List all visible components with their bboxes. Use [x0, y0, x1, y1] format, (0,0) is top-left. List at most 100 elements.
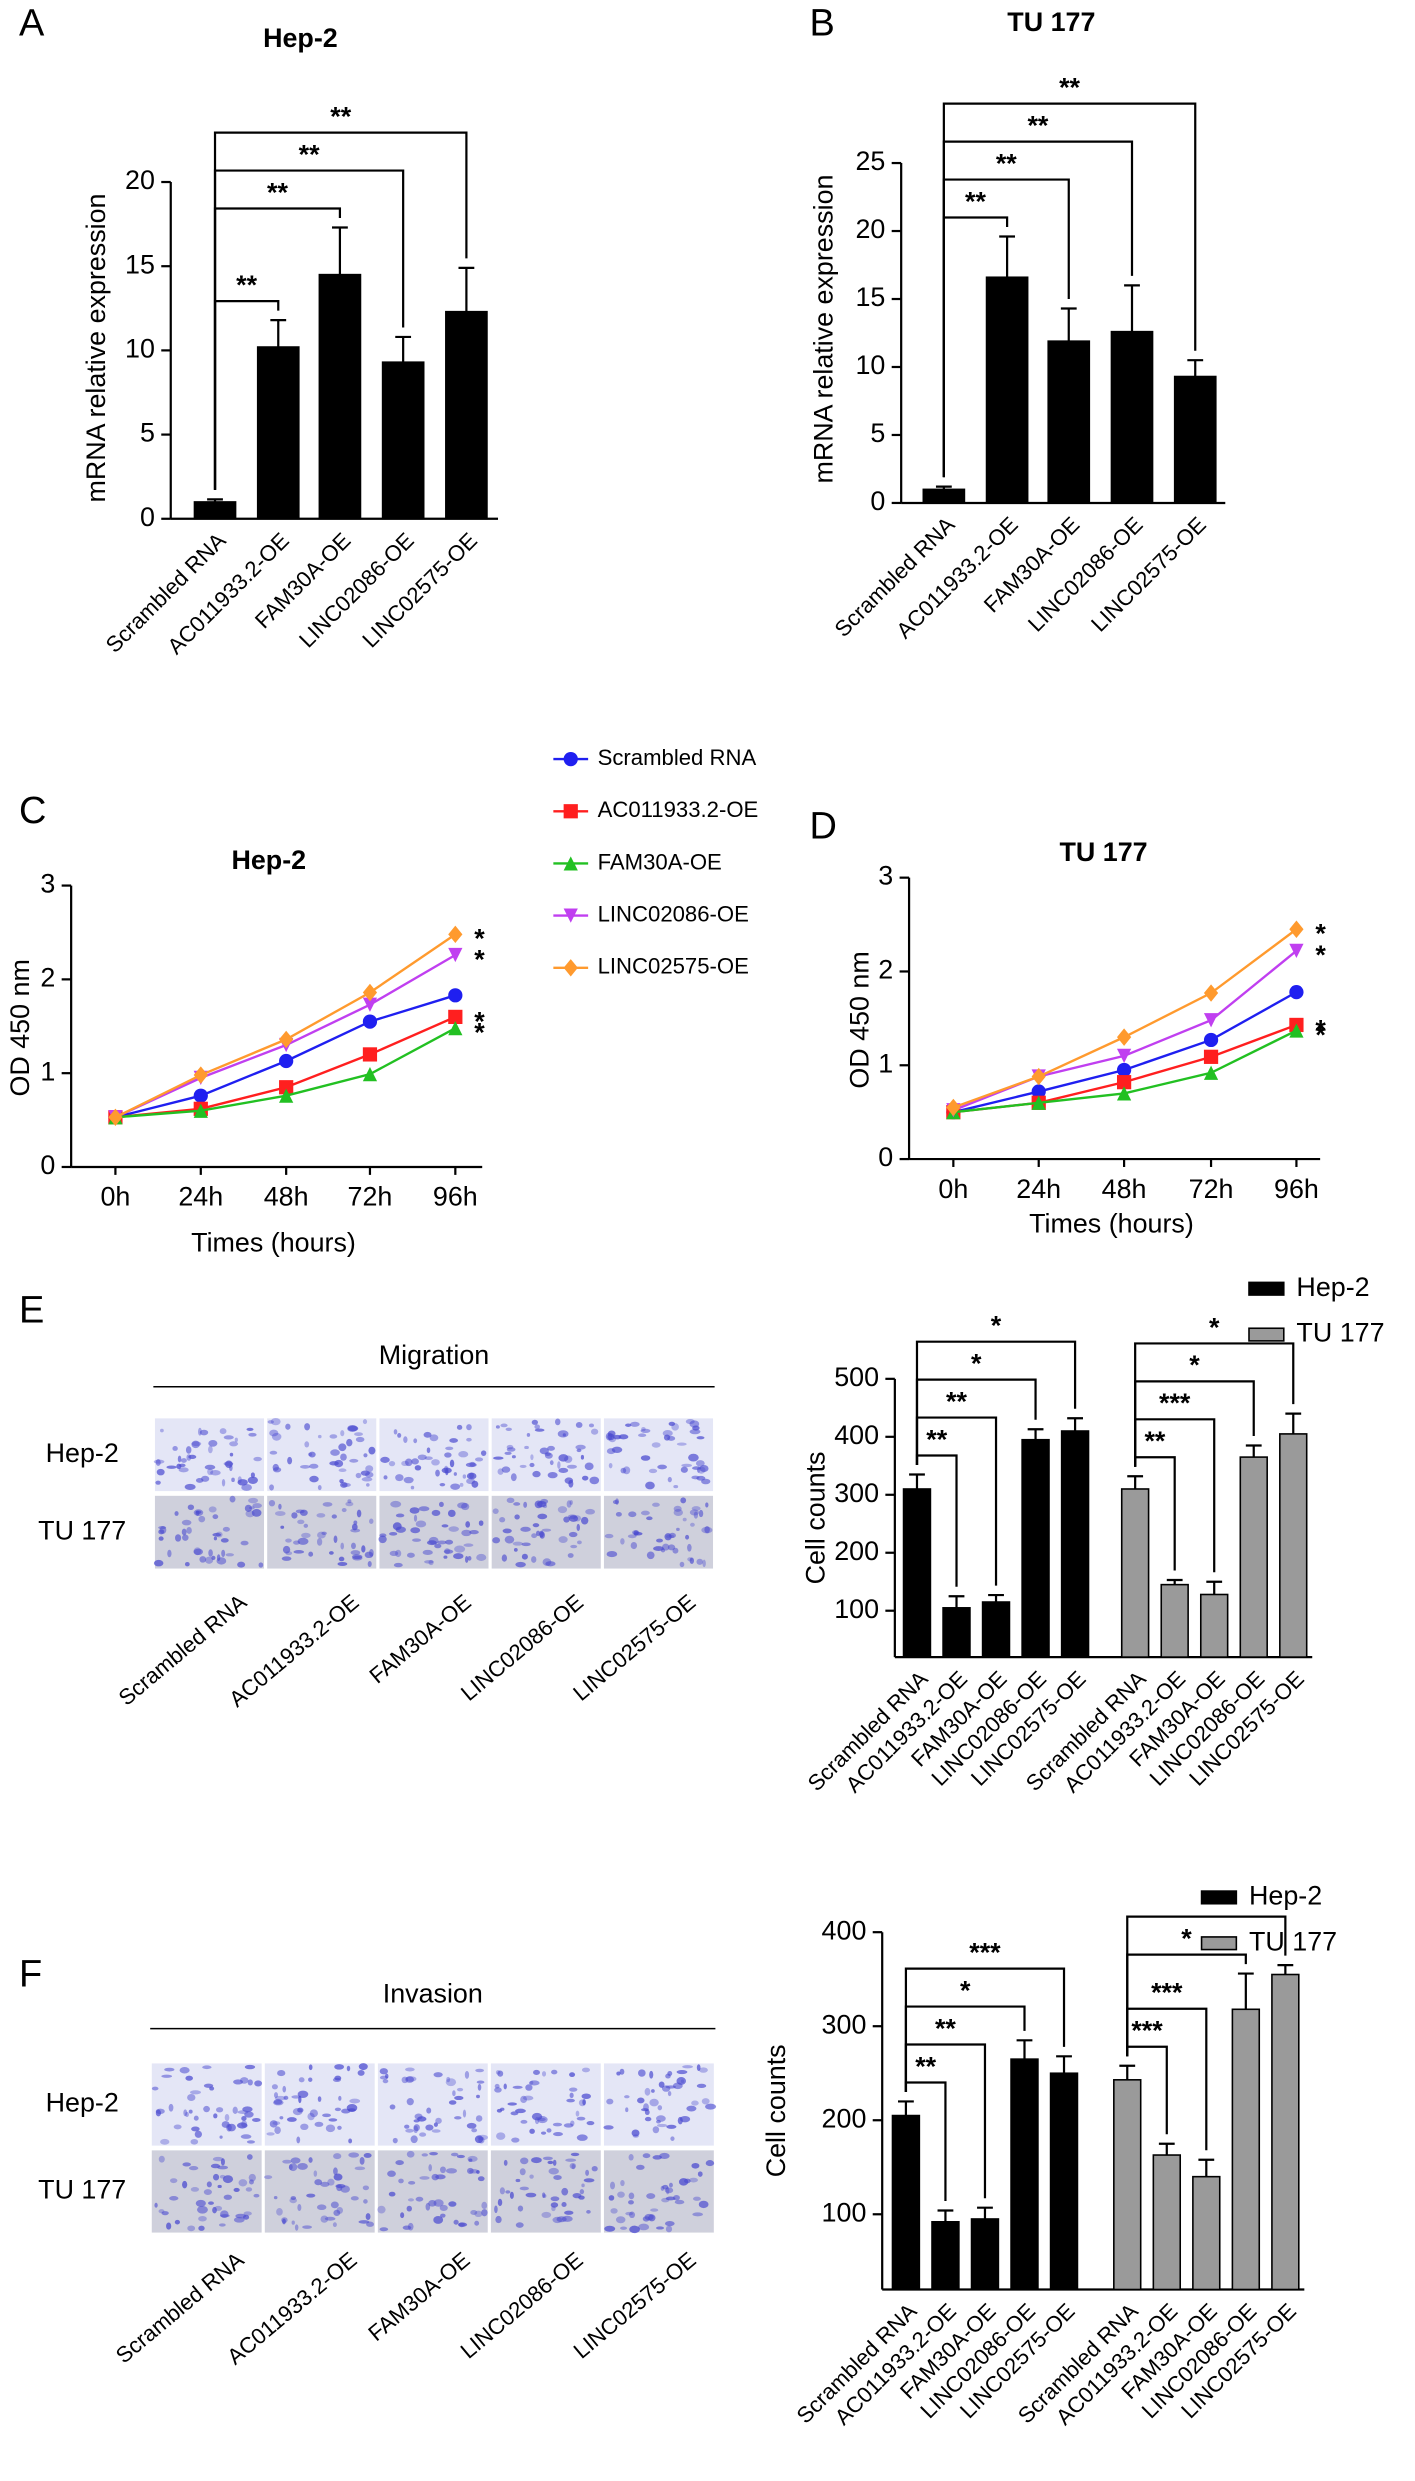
cell-stain — [176, 1463, 182, 1470]
cell-stain — [242, 2106, 253, 2113]
cell-stain — [504, 1535, 515, 1544]
error-bar — [1277, 1963, 1294, 1975]
cell-stain — [240, 2134, 252, 2139]
cell-stain — [425, 2202, 431, 2211]
bar — [931, 2221, 960, 2291]
cell-stain — [337, 2125, 342, 2130]
cell-stain — [494, 2087, 502, 2093]
cell-stain — [477, 2083, 482, 2091]
cell-stain — [662, 1543, 670, 1551]
y-tick-label: 0 — [140, 502, 155, 532]
cell-stain — [532, 1523, 540, 1528]
cell-stain — [388, 1460, 396, 1467]
cell-stain — [355, 1472, 362, 1479]
legend-label: LINC02575-OE — [598, 954, 749, 979]
cell-stain — [630, 1541, 638, 1550]
cell-stain — [234, 1437, 238, 1442]
cell-stain — [500, 1423, 508, 1428]
cell-stain — [241, 2116, 247, 2121]
cell-stain — [350, 1528, 361, 1533]
cell-stain — [229, 1441, 239, 1447]
cell-stain — [652, 2126, 660, 2134]
cell-stain — [674, 2199, 685, 2205]
x-tick-label: 24h — [1016, 1174, 1061, 1204]
cell-stain — [418, 1506, 430, 1512]
cell-stain — [612, 1500, 619, 1505]
marker — [448, 1021, 463, 1036]
error-bar — [977, 2206, 993, 2219]
cell-stain — [689, 1509, 699, 1516]
cell-stain — [517, 2205, 524, 2212]
cell-stain — [575, 1422, 583, 1428]
cell-stain — [497, 2198, 503, 2207]
marker — [279, 1053, 294, 1069]
cell-stain — [539, 1530, 544, 1538]
cell-stain — [304, 1441, 310, 1448]
cell-stain — [237, 1561, 246, 1568]
cell-stain — [212, 2206, 217, 2214]
cell-stain — [503, 2159, 508, 2166]
cell-stain — [689, 1429, 701, 1435]
cell-stain — [160, 1428, 164, 1433]
cell-stain — [550, 2202, 559, 2208]
cell-stain — [155, 1480, 161, 1485]
cell-stain — [467, 2155, 478, 2162]
error-bar — [1187, 359, 1204, 377]
cell-stain — [406, 2205, 412, 2212]
cell-stain — [620, 2226, 628, 2230]
cell-stain — [202, 2065, 212, 2070]
cell-stain — [680, 1497, 687, 1504]
cell-stain — [512, 2085, 523, 2089]
cell-stain — [467, 1556, 472, 1561]
y-tick-label: 5 — [140, 418, 155, 448]
cell-stain — [511, 2137, 520, 2143]
cell-stain — [513, 1502, 521, 1506]
cell-stain — [509, 2191, 514, 2200]
cell-stain — [586, 2121, 595, 2126]
cell-stain — [496, 2132, 506, 2140]
cell-stain — [474, 2210, 483, 2218]
cell-stain — [217, 2184, 222, 2189]
cell-stain — [303, 1523, 309, 1528]
cell-stain — [481, 2209, 488, 2217]
cell-stain — [505, 1427, 512, 1431]
marker — [279, 1080, 294, 1095]
cell-stain — [548, 2167, 559, 2175]
cell-stain — [291, 2095, 301, 2099]
cell-stain — [223, 2194, 233, 2200]
cell-stain — [456, 2154, 465, 2159]
cell-stain — [194, 2130, 202, 2138]
cell-stain — [369, 1518, 374, 1524]
y-axis-label: Cell counts — [761, 2044, 791, 2177]
cell-stain — [330, 2201, 339, 2209]
cell-stain — [338, 1556, 345, 1562]
bar — [891, 2114, 921, 2291]
marker — [563, 804, 578, 819]
cell-stain — [401, 1460, 409, 1466]
cell-stain — [553, 2132, 563, 2137]
cell-stain — [240, 1540, 249, 1546]
y-tick-label: 200 — [834, 1536, 879, 1566]
cell-stain — [696, 1436, 705, 1440]
cell-stain — [421, 2153, 428, 2157]
cell-stain — [308, 1451, 316, 1458]
cell-stain — [309, 2109, 318, 2118]
significance-label: *** — [969, 1938, 1001, 1968]
chart-title: Hep-2 — [231, 845, 306, 875]
cell-stain — [458, 2222, 465, 2228]
cell-stain — [316, 2204, 327, 2211]
cell-stain — [570, 2120, 575, 2126]
cell-stain — [701, 2098, 710, 2105]
cell-stain — [269, 1484, 274, 1491]
cell-stain — [554, 1418, 561, 1426]
error-bar — [937, 2209, 954, 2222]
y-tick-label: 5 — [870, 418, 885, 448]
y-tick-label: 0 — [870, 486, 885, 516]
cell-stain — [177, 1455, 182, 1463]
cell-stain — [538, 2117, 546, 2122]
y-tick-label: 15 — [855, 282, 885, 312]
cell-stain — [182, 2180, 188, 2189]
cell-stain — [338, 1468, 347, 1473]
cell-stain — [682, 2065, 693, 2069]
cell-stain — [272, 2121, 281, 2126]
